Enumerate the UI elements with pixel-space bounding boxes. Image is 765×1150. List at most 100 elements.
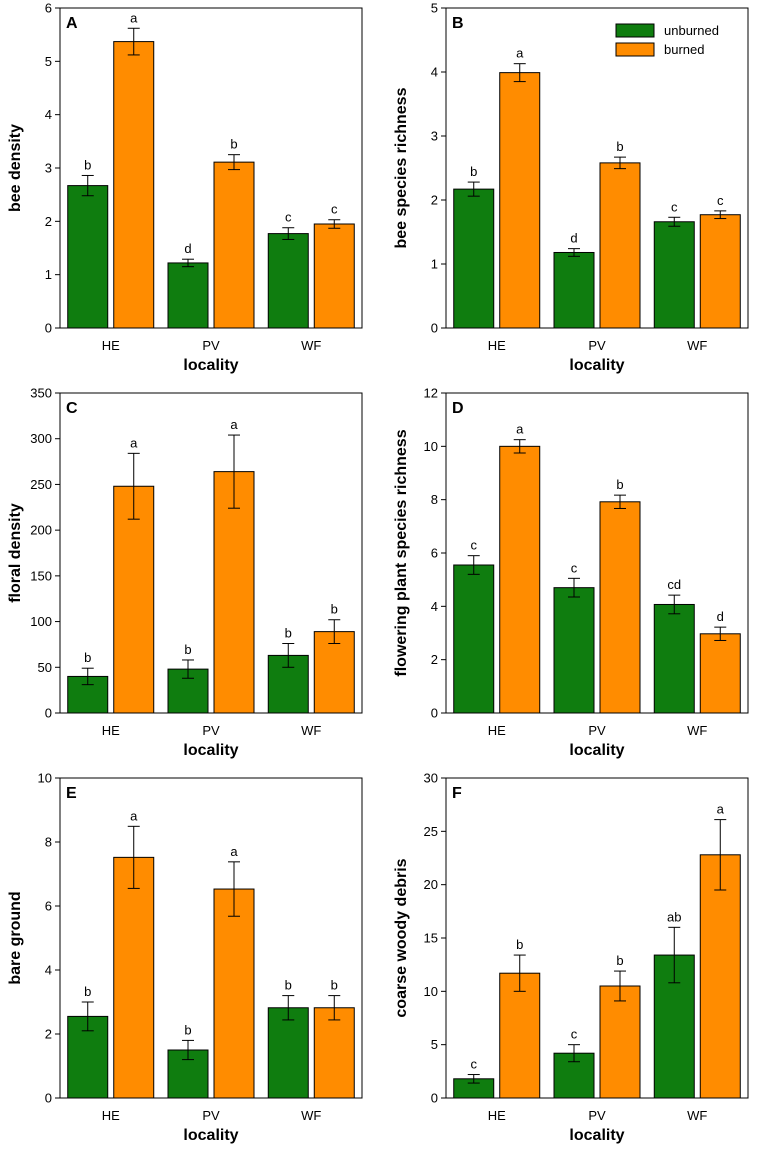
significance-letter: c bbox=[331, 202, 338, 217]
y-tick-label: 2 bbox=[431, 652, 438, 667]
bar-burned-wf bbox=[313, 223, 355, 329]
y-tick-label: 4 bbox=[45, 963, 52, 978]
significance-letter: b bbox=[84, 650, 91, 665]
bar-burned-wf bbox=[313, 1007, 355, 1099]
x-tick-label: HE bbox=[102, 338, 120, 353]
bar-unburned-wf bbox=[267, 1007, 309, 1099]
x-axis-title: locality bbox=[183, 357, 238, 374]
bar-burned-he bbox=[113, 856, 155, 1099]
bar-unburned-wf bbox=[653, 221, 695, 329]
x-tick-label: WF bbox=[687, 1108, 707, 1123]
plot-frame bbox=[445, 7, 749, 329]
y-tick-label: 0 bbox=[45, 706, 52, 721]
significance-letter: c bbox=[671, 199, 678, 214]
bar-burned-he bbox=[113, 41, 155, 329]
bar-unburned-pv bbox=[553, 251, 595, 329]
significance-letter: b bbox=[331, 602, 338, 617]
bar-unburned-pv bbox=[167, 262, 209, 329]
significance-letter: b bbox=[616, 953, 623, 968]
y-tick-label: 3 bbox=[431, 129, 438, 144]
significance-letter: b bbox=[470, 164, 477, 179]
y-tick-label: 0 bbox=[431, 321, 438, 336]
y-tick-label: 4 bbox=[431, 599, 438, 614]
bar-burned-he bbox=[499, 72, 541, 329]
bar-burned-wf bbox=[313, 631, 355, 714]
x-tick-label: WF bbox=[687, 338, 707, 353]
significance-letter: b bbox=[285, 626, 292, 641]
bar-unburned-he bbox=[67, 185, 109, 329]
panel-f: 0 5 10 15 20 25 30 c b HE c b PV ab a WF locality coarse … bbox=[393, 771, 749, 1144]
significance-letter: b bbox=[616, 477, 623, 492]
legend-label-unburned: unburned bbox=[664, 23, 719, 38]
y-tick-label: 8 bbox=[431, 492, 438, 507]
bar-burned-wf bbox=[699, 214, 741, 329]
panel-c: 0 50 100 150 200 250 300 350 b a HE b a PV b b WF localit… bbox=[7, 386, 363, 759]
x-tick-label: PV bbox=[588, 338, 606, 353]
bar-burned-wf bbox=[699, 633, 741, 714]
bar-burned-pv bbox=[599, 501, 641, 714]
y-tick-label: 6 bbox=[431, 546, 438, 561]
panel-letter: A bbox=[66, 15, 78, 32]
y-tick-label: 10 bbox=[38, 771, 52, 786]
x-tick-label: HE bbox=[488, 723, 506, 738]
significance-letter: b bbox=[84, 157, 91, 172]
y-axis-title: bee species richness bbox=[393, 87, 410, 248]
legend-swatch-burned bbox=[615, 42, 655, 57]
x-tick-label: PV bbox=[202, 1108, 220, 1123]
significance-letter: b bbox=[616, 139, 623, 154]
significance-letter: c bbox=[717, 193, 724, 208]
y-tick-label: 20 bbox=[424, 877, 438, 892]
y-tick-label: 6 bbox=[45, 1, 52, 16]
y-tick-label: 10 bbox=[424, 984, 438, 999]
y-tick-label: 50 bbox=[38, 660, 52, 675]
significance-letter: b bbox=[84, 984, 91, 999]
panel-letter: E bbox=[66, 785, 77, 802]
y-tick-label: 15 bbox=[424, 931, 438, 946]
bar-unburned-pv bbox=[553, 587, 595, 714]
significance-letter: b bbox=[285, 978, 292, 993]
significance-letter: d bbox=[570, 231, 577, 246]
y-tick-label: 12 bbox=[424, 386, 438, 401]
x-tick-label: PV bbox=[202, 723, 220, 738]
bar-burned-he bbox=[499, 972, 541, 1099]
legend: unburned burned bbox=[615, 23, 719, 57]
plot-frame bbox=[59, 777, 363, 1099]
x-tick-label: WF bbox=[301, 338, 321, 353]
significance-letter: a bbox=[230, 844, 238, 859]
y-axis-title: flowering plant species richness bbox=[393, 429, 410, 676]
x-axis-title: locality bbox=[569, 357, 624, 374]
x-tick-label: PV bbox=[588, 1108, 606, 1123]
bar-burned-wf bbox=[699, 854, 741, 1099]
significance-letter: b bbox=[230, 137, 237, 152]
y-tick-label: 5 bbox=[431, 1, 438, 16]
significance-letter: c bbox=[571, 1027, 578, 1042]
legend-label-burned: burned bbox=[664, 42, 704, 57]
y-tick-label: 250 bbox=[30, 477, 52, 492]
bar-unburned-he bbox=[453, 188, 495, 329]
y-tick-label: 5 bbox=[45, 54, 52, 69]
significance-letter: a bbox=[130, 10, 138, 25]
x-tick-label: WF bbox=[301, 723, 321, 738]
x-tick-label: PV bbox=[202, 338, 220, 353]
significance-letter: c bbox=[470, 538, 477, 553]
y-tick-label: 300 bbox=[30, 431, 52, 446]
y-axis-title: floral density bbox=[7, 503, 24, 603]
x-tick-label: HE bbox=[488, 1108, 506, 1123]
significance-letter: a bbox=[516, 422, 524, 437]
panel-letter: D bbox=[452, 400, 464, 417]
x-axis-title: locality bbox=[183, 1127, 238, 1144]
y-tick-label: 350 bbox=[30, 386, 52, 401]
panel-letter: F bbox=[452, 785, 462, 802]
significance-letter: b bbox=[516, 937, 523, 952]
y-axis-title: bare ground bbox=[7, 891, 24, 984]
y-axis-title: bee density bbox=[7, 124, 24, 212]
significance-letter: a bbox=[230, 417, 238, 432]
significance-letter: b bbox=[184, 1022, 191, 1037]
bar-burned-pv bbox=[213, 888, 255, 1099]
y-tick-label: 0 bbox=[45, 321, 52, 336]
y-axis-title: coarse woody debris bbox=[393, 858, 410, 1017]
y-tick-label: 3 bbox=[45, 161, 52, 176]
significance-letter: b bbox=[184, 642, 191, 657]
x-axis-title: locality bbox=[183, 742, 238, 759]
panel-b: 0 1 2 3 4 5 b a HE d b PV c c WF locality bee species ri… bbox=[393, 1, 749, 374]
